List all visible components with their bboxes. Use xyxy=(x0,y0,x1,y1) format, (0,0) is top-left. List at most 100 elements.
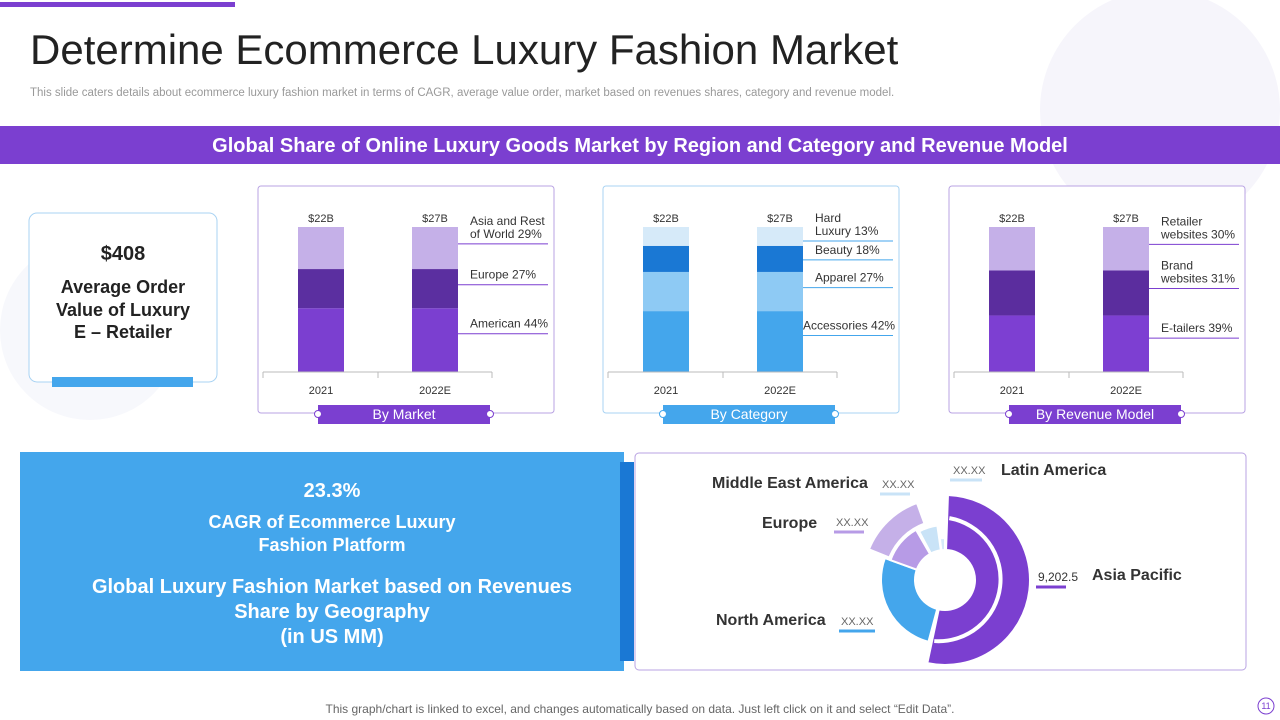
bar-segment xyxy=(643,311,689,372)
region-label: Europe xyxy=(762,515,817,532)
page-number: 11 xyxy=(1261,701,1270,711)
region-label: Asia Pacific xyxy=(1092,567,1182,584)
year-label: 2021 xyxy=(309,385,333,397)
segment-label: Luxury 13% xyxy=(815,224,879,238)
region-value: XX.XX xyxy=(836,517,869,529)
bar-total: $22B xyxy=(308,213,334,225)
segment-label: Asia and Rest xyxy=(470,214,545,228)
donut-panel xyxy=(634,452,1247,671)
geo-title: (in US MM) xyxy=(280,626,383,648)
region-value: 9,202.5 xyxy=(1038,570,1078,584)
segment-label: of World 29% xyxy=(470,227,542,241)
segment-label: websites 31% xyxy=(1160,271,1235,285)
caption-bar xyxy=(318,405,490,424)
bg-circle xyxy=(1040,0,1280,230)
caption-dot xyxy=(314,410,322,418)
caption-dot xyxy=(831,410,839,418)
bar-segment xyxy=(1103,227,1149,271)
bar-segment xyxy=(412,269,458,309)
banner-text: Global Share of Online Luxury Goods Mark… xyxy=(212,135,1068,157)
bar-segment xyxy=(1103,270,1149,316)
region-value: XX.XX xyxy=(841,616,874,628)
segment-label: websites 30% xyxy=(1160,227,1235,241)
donut-slice xyxy=(938,536,946,552)
region-label: Middle East America xyxy=(712,475,868,492)
bar-segment xyxy=(989,227,1035,271)
caption-bar xyxy=(1009,405,1181,424)
year-label: 2021 xyxy=(654,385,678,397)
segment-label: Europe 27% xyxy=(470,268,536,282)
bar-segment xyxy=(298,227,344,270)
region-label: North America xyxy=(716,612,826,629)
year-label: 2022E xyxy=(419,385,451,397)
caption: By Revenue Model xyxy=(1036,406,1154,422)
bar-total: $27B xyxy=(422,213,448,225)
page-badge xyxy=(1257,697,1275,715)
kpi-card xyxy=(28,212,218,383)
caption-dot xyxy=(486,410,494,418)
donut-slice xyxy=(880,556,939,644)
subtitle: This slide caters details about ecommerc… xyxy=(30,87,894,99)
segment-label: Brand xyxy=(1161,258,1193,272)
segment-label: Apparel 27% xyxy=(815,271,884,285)
bar-segment xyxy=(757,311,803,372)
bar-total: $27B xyxy=(1113,213,1139,225)
bar-segment xyxy=(643,245,689,272)
region-value: XX.XX xyxy=(953,465,986,477)
year-label: 2021 xyxy=(1000,385,1024,397)
kpi-label: E – Retailer xyxy=(74,322,172,342)
bar-segment xyxy=(643,227,689,246)
bar-segment xyxy=(757,271,803,312)
caption-bar xyxy=(663,405,835,424)
bar-total: $27B xyxy=(767,213,793,225)
caption: By Category xyxy=(710,406,787,422)
geo-title: Share by Geography xyxy=(234,601,430,623)
donut-slice xyxy=(926,494,1031,666)
bar-segment xyxy=(298,308,344,372)
caption-dot xyxy=(1177,410,1185,418)
caption: By Market xyxy=(372,406,435,422)
segment-label: E-tailers 39% xyxy=(1161,321,1233,335)
bar-segment xyxy=(1103,315,1149,372)
donut-gap xyxy=(934,516,1003,644)
cagr-value: 23.3% xyxy=(304,480,361,502)
bar-segment xyxy=(757,245,803,272)
year-label: 2022E xyxy=(764,385,796,397)
cagr-label: Fashion Platform xyxy=(258,535,405,555)
cagr-edge xyxy=(620,462,634,661)
segment-label: Retailer xyxy=(1161,214,1202,228)
kpi-label: Value of Luxury xyxy=(56,300,190,320)
cagr-box xyxy=(20,452,624,671)
year-label: 2022E xyxy=(1110,385,1142,397)
bar-segment xyxy=(989,270,1035,316)
bar-total: $22B xyxy=(653,213,679,225)
banner xyxy=(0,126,1280,164)
footer: This graph/chart is linked to excel, and… xyxy=(326,702,955,716)
segment-label: American 44% xyxy=(470,317,548,331)
region-label: Latin America xyxy=(1001,462,1106,479)
segment-label: Accessories 42% xyxy=(803,318,895,332)
caption-dot xyxy=(1005,410,1013,418)
title: Determine Ecommerce Luxury Fashion Marke… xyxy=(30,26,899,73)
donut xyxy=(867,494,1031,666)
region-value: XX.XX xyxy=(882,479,915,491)
bar-segment xyxy=(298,269,344,309)
donut-slice xyxy=(889,528,932,572)
bar-segment xyxy=(412,227,458,270)
segment-label: Hard xyxy=(815,211,841,225)
accent-line xyxy=(0,2,235,7)
segment-label: Beauty 18% xyxy=(815,243,880,257)
bar-segment xyxy=(412,308,458,372)
bar-segment xyxy=(757,227,803,246)
caption-dot xyxy=(659,410,667,418)
donut-slice xyxy=(867,501,926,559)
kpi-label: Average Order xyxy=(61,277,185,297)
geo-title: Global Luxury Fashion Market based on Re… xyxy=(92,576,572,598)
bar-segment xyxy=(643,271,689,312)
kpi-accent xyxy=(52,377,193,387)
bar-segment xyxy=(989,315,1035,372)
bar-total: $22B xyxy=(999,213,1025,225)
kpi-value: $408 xyxy=(101,243,146,265)
